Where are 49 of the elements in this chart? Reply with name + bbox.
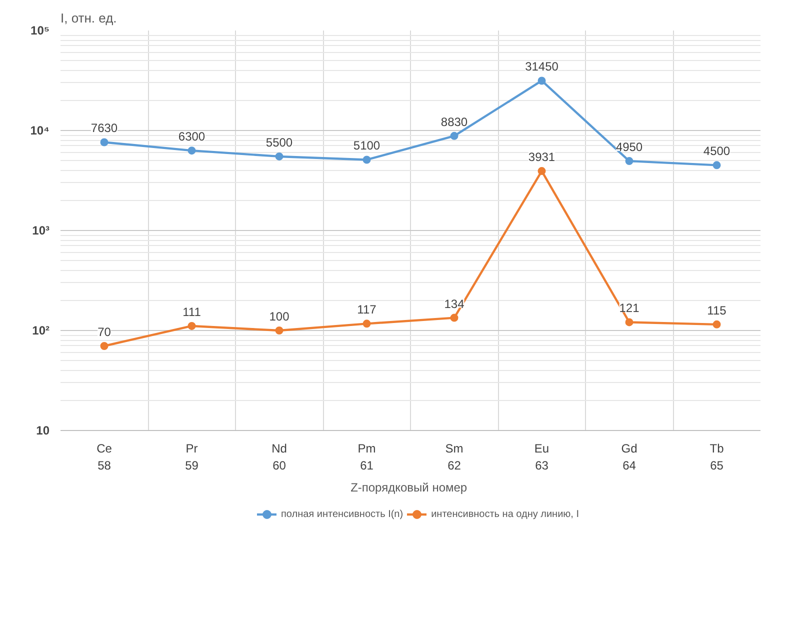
point: [362, 320, 371, 328]
point: [275, 326, 284, 334]
legend-label: интенсивность на одну линию, I: [431, 508, 580, 520]
point: [712, 320, 721, 328]
point: [275, 152, 284, 160]
data-label: 115: [707, 303, 727, 318]
x-tick-label: Pm 61: [358, 442, 376, 472]
data-label: 8830: [440, 114, 468, 129]
data-label: 134: [444, 296, 465, 311]
legend-label: полная интенсивность I(n): [280, 508, 404, 520]
data-label: 100: [269, 310, 290, 324]
y-tick-label: 10⁵: [30, 24, 50, 38]
data-label: 5500: [266, 135, 293, 150]
data-label: 7630: [90, 121, 118, 136]
data-label: 4950: [616, 140, 643, 154]
y-axis-title: I, отн. ед.: [60, 10, 117, 26]
x-tick-label: Sm 62: [445, 442, 464, 472]
point: [538, 167, 546, 176]
point: [625, 318, 634, 326]
point: [362, 156, 371, 164]
point: [538, 76, 546, 85]
x-axis-title: Z-порядковый номер: [350, 480, 468, 494]
point: [450, 314, 458, 322]
point: [100, 138, 108, 146]
data-label: 31450: [525, 60, 559, 74]
point: [188, 322, 196, 330]
point: [712, 161, 721, 170]
y-tick-label: 10: [36, 424, 50, 438]
point: [188, 146, 196, 155]
x-tick-label: Gd 64: [621, 442, 638, 472]
data-label: 5100: [353, 138, 380, 153]
point: [625, 157, 634, 166]
data-label: 121: [619, 301, 640, 316]
x-tick-label: Nd 60: [272, 442, 287, 472]
x-tick-label: Tb 65: [710, 442, 724, 472]
x-tick-label: Eu 63: [534, 442, 550, 472]
data-label: 4500: [703, 144, 730, 158]
point: [100, 342, 108, 350]
data-label: 3931: [528, 150, 556, 164]
point: [450, 132, 458, 140]
data-label: 6300: [178, 130, 206, 144]
y-tick-label: 10³: [32, 224, 50, 238]
y-tick-label: 10⁴: [30, 124, 50, 138]
x-tick-label: Ce 58: [96, 442, 112, 472]
data-label: 111: [182, 304, 202, 319]
x-tick-label: Pr 59: [185, 442, 199, 472]
data-label: 117: [357, 302, 377, 317]
data-label: 70: [98, 324, 112, 339]
y-tick-label: 10²: [32, 324, 50, 338]
